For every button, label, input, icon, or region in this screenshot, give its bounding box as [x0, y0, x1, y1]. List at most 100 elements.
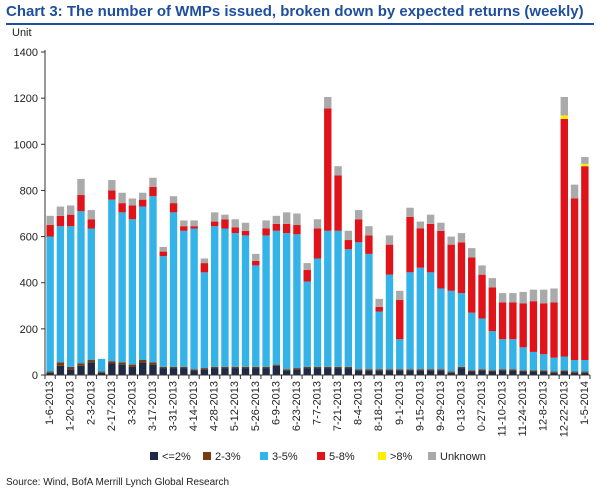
bar-segment [478, 370, 486, 375]
bar-segment [488, 287, 497, 332]
bar-segment [180, 230, 188, 367]
bar-segment [221, 368, 229, 375]
bar-segment [385, 370, 394, 375]
bar-segment [200, 368, 209, 370]
bar-segment [190, 228, 198, 370]
bar-segment [529, 301, 538, 352]
x-tick-label: 9-1-2013 [394, 381, 406, 425]
source-note: Source: Wind, BofA Merrill Lynch Global … [6, 477, 230, 488]
bar-segment [231, 366, 239, 369]
bar-segment [200, 263, 209, 273]
bar-segment [570, 360, 579, 372]
bar-segment [149, 186, 157, 197]
bar-segment [550, 288, 558, 303]
bar-segment [498, 293, 507, 303]
bar-segment [426, 370, 435, 375]
bar-segment [457, 293, 466, 367]
bar-segment [252, 368, 260, 375]
bar-segment [138, 206, 147, 361]
bar-segment [406, 207, 414, 217]
x-tick-label: 4-14-2013 [188, 381, 200, 431]
bar-segment [478, 318, 486, 370]
bar-segment [313, 368, 322, 375]
legend-swatch [260, 452, 268, 460]
bar-segment [293, 369, 301, 375]
bar-segment [416, 267, 425, 370]
bar-segment [375, 369, 383, 371]
bar-segment [272, 365, 281, 375]
bar-segment [118, 362, 126, 365]
bar-segment [282, 233, 291, 370]
bar-segment [581, 163, 589, 167]
bar-segment [426, 214, 435, 224]
bar-segment [375, 311, 383, 370]
bar-segment [488, 278, 497, 288]
bar-segment [416, 228, 425, 268]
bar-segment [560, 96, 568, 116]
x-tick-label: 11-24-2013 [517, 381, 529, 436]
bar-segment [282, 223, 291, 234]
bar-segment [190, 226, 198, 229]
bar-segment [252, 260, 260, 266]
legend-swatch [203, 452, 211, 460]
bar-segment [519, 303, 527, 348]
bar-segment [149, 364, 157, 375]
bar-segment [97, 371, 106, 373]
bar-segment [437, 369, 445, 371]
bar-segment [252, 265, 260, 367]
bar-segment [509, 339, 517, 370]
bar-segment [324, 368, 332, 375]
bar-segment [67, 226, 75, 367]
bar-segment [560, 370, 568, 372]
y-tick-label: 1400 [14, 47, 38, 59]
x-tick-label: 6-9-2013 [270, 381, 282, 425]
bar-segment [303, 270, 311, 282]
x-tick-label: 7-21-2013 [332, 381, 344, 431]
bar-segment [437, 222, 445, 231]
bar-segment [210, 368, 219, 375]
bar-segment [550, 372, 558, 375]
bar-segment [385, 369, 394, 371]
bar-segment [396, 369, 404, 371]
bar-segment [365, 253, 373, 370]
bar-segment [282, 212, 291, 224]
legend-label: 2-3% [215, 451, 241, 463]
bar-segment [313, 219, 322, 229]
bar-segment [509, 302, 517, 340]
bar-segment [570, 184, 579, 199]
bar-segment [210, 212, 219, 222]
bar-segment [159, 368, 167, 375]
bar-segment [416, 221, 425, 229]
bar-segment [282, 369, 291, 371]
bar-segment [293, 213, 301, 226]
bar-segment [293, 234, 301, 369]
bar-segment [468, 257, 476, 313]
y-axis: 0 200 400 600 800 1000 1200 1400 [14, 47, 46, 382]
bar-segment [324, 230, 332, 367]
bar-segment [334, 175, 342, 231]
bar-segment [457, 368, 466, 375]
bar-segment [108, 199, 116, 362]
bar-segment [77, 178, 85, 196]
bar-segment [570, 198, 579, 360]
bar-segment [334, 166, 342, 176]
bar-segment [406, 370, 414, 375]
bar-segment [365, 370, 373, 375]
bar-segment [169, 368, 178, 375]
bar-segment [56, 362, 65, 366]
legend: <=2% 2-3% 3-5% 5-8% >8% Unknown [150, 451, 486, 463]
bar-segment [447, 244, 455, 291]
bar-segment [118, 364, 126, 375]
bar-segment [221, 366, 229, 369]
y-tick-label: 0 [32, 370, 38, 382]
bar-segment [365, 235, 373, 254]
x-tick-label: 4-28-2013 [209, 381, 221, 431]
bar-segment [128, 364, 137, 367]
bar-segment [488, 331, 497, 371]
bar-segment [344, 368, 353, 375]
bar-segment [56, 365, 65, 375]
bar-segment [303, 368, 311, 375]
bar-segment [108, 190, 116, 200]
